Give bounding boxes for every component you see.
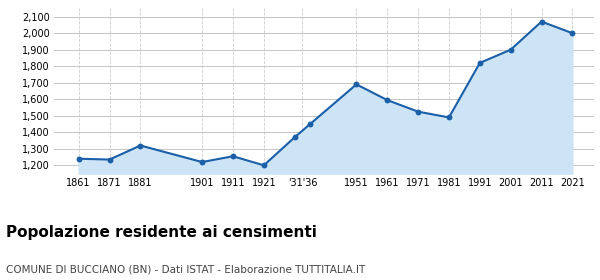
Point	[136, 143, 145, 148]
Point	[228, 154, 238, 158]
Point	[444, 115, 454, 120]
Point	[352, 82, 361, 87]
Point	[475, 61, 485, 65]
Point	[382, 98, 392, 102]
Text: Popolazione residente ai censimenti: Popolazione residente ai censimenti	[6, 225, 317, 241]
Point	[413, 109, 423, 114]
Point	[197, 160, 207, 164]
Point	[74, 157, 83, 161]
Text: COMUNE DI BUCCIANO (BN) - Dati ISTAT - Elaborazione TUTTITALIA.IT: COMUNE DI BUCCIANO (BN) - Dati ISTAT - E…	[6, 265, 365, 275]
Point	[568, 31, 577, 36]
Point	[506, 48, 515, 52]
Point	[105, 157, 115, 162]
Point	[537, 19, 547, 24]
Point	[259, 163, 269, 168]
Point	[290, 135, 299, 139]
Point	[305, 122, 315, 126]
